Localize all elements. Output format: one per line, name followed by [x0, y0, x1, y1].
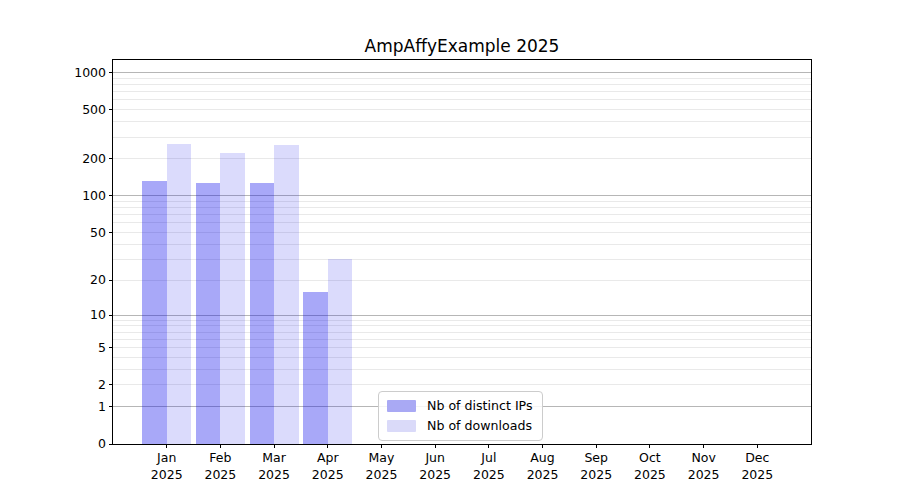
x-tick-label: Oct2025 [618, 450, 682, 483]
y-tick-label: 50 [36, 225, 106, 241]
bar-nb-of-distinct-ips-apr [303, 292, 328, 444]
legend-swatch-distinct-ips-icon [387, 400, 416, 412]
x-tick-label: Feb2025 [188, 450, 252, 483]
x-tick-label: Jul2025 [457, 450, 521, 483]
y-tick-label: 0 [36, 436, 106, 452]
y-tick-label: 1 [36, 399, 106, 415]
y-tick-label: 100 [36, 188, 106, 204]
x-tick [703, 444, 704, 448]
x-tick [542, 444, 543, 448]
bars-layer [113, 60, 811, 444]
legend-label-downloads: Nb of downloads [427, 418, 532, 434]
bar-nb-of-distinct-ips-jan [142, 181, 167, 444]
x-tick [649, 444, 650, 448]
x-tick [220, 444, 221, 448]
x-tick-label: Jun2025 [403, 450, 467, 483]
x-tick [274, 444, 275, 448]
y-tick-label: 1000 [36, 65, 106, 81]
y-tick-label: 200 [36, 151, 106, 167]
x-tick-label: Apr2025 [296, 450, 360, 483]
x-tick-label: Sep2025 [564, 450, 628, 483]
x-tick [757, 444, 758, 448]
x-tick [381, 444, 382, 448]
x-tick [596, 444, 597, 448]
legend-swatch-downloads-icon [387, 420, 416, 432]
y-tick-label: 10 [36, 307, 106, 323]
plot-area [113, 60, 811, 444]
x-tick-label: Mar2025 [242, 450, 306, 483]
x-tick-label: Dec2025 [725, 450, 789, 483]
y-tick-label: 500 [36, 102, 106, 118]
y-tick-label: 2 [36, 377, 106, 393]
figure: AmpAffyExample 2025 0 1 2 5 10 20 50 100 200 500 1… [0, 0, 900, 500]
x-tick-label: May2025 [349, 450, 413, 483]
x-tick [166, 444, 167, 448]
y-tick-label: 5 [36, 340, 106, 356]
x-tick-label: Aug2025 [511, 450, 575, 483]
x-tick-label: Nov2025 [672, 450, 736, 483]
legend-item-distinct-ips: Nb of distinct IPs [387, 398, 533, 414]
bar-nb-of-distinct-ips-mar [250, 183, 275, 444]
x-tick [327, 444, 328, 448]
bar-nb-of-distinct-ips-feb [196, 183, 221, 444]
legend-item-downloads: Nb of downloads [387, 418, 533, 434]
chart-title: AmpAffyExample 2025 [113, 36, 811, 56]
bar-nb-of-downloads-apr [328, 259, 353, 444]
bar-nb-of-downloads-feb [220, 153, 245, 444]
legend: Nb of distinct IPs Nb of downloads [378, 391, 543, 441]
legend-label-distinct-ips: Nb of distinct IPs [427, 398, 533, 414]
bar-nb-of-downloads-mar [274, 145, 299, 444]
bar-nb-of-downloads-jan [167, 144, 192, 444]
y-tick-label: 20 [36, 272, 106, 288]
x-tick-label: Jan2025 [135, 450, 199, 483]
x-tick [488, 444, 489, 448]
x-tick [435, 444, 436, 448]
